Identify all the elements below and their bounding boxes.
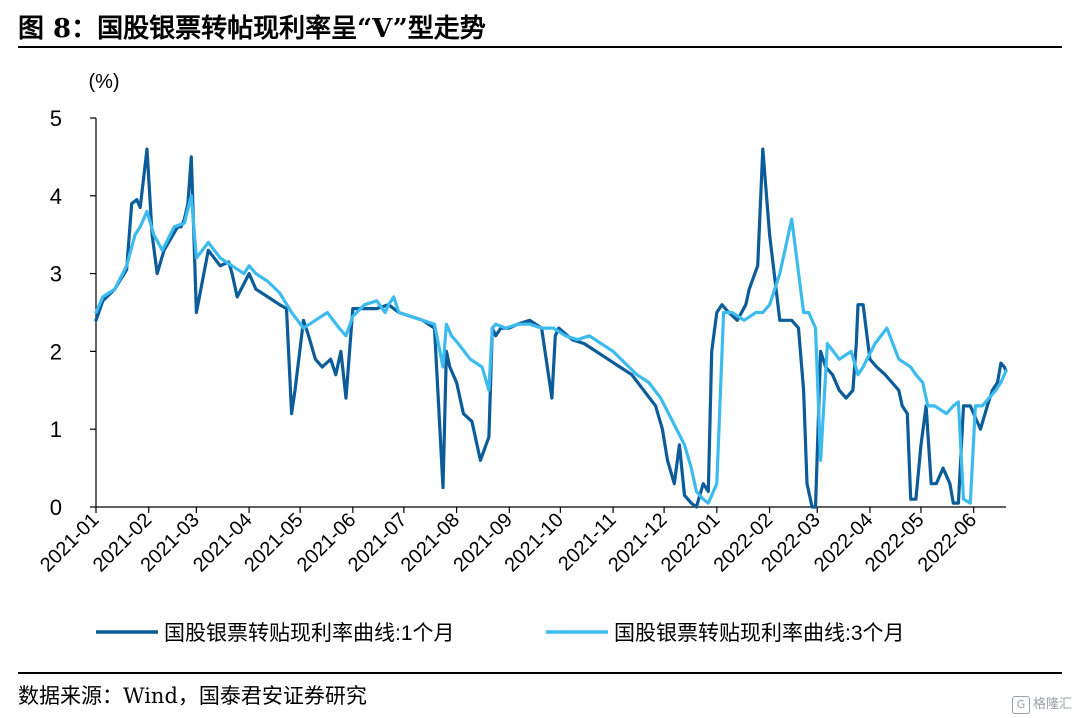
chart-lines: [94, 147, 1008, 509]
y-tick-label: 4: [50, 184, 62, 209]
chart-title: 图 8：国股银票转帖现利率呈“V”型走势: [18, 14, 486, 44]
legend-item-3m-label: 国股银票转贴现利率曲线:3个月: [614, 622, 905, 645]
y-axis-unit-label: (%): [88, 71, 119, 93]
watermark-text: 格隆汇: [1032, 697, 1072, 712]
series-line-3m: [94, 194, 1008, 505]
y-tick-label: 2: [50, 339, 62, 364]
legend-item-1m-label: 国股银票转贴现利率曲线:1个月: [164, 622, 455, 645]
y-tick-label: 5: [50, 106, 62, 131]
y-tick-label: 0: [50, 495, 62, 520]
bottom-rule: [18, 672, 1062, 674]
y-tick-label: 1: [50, 417, 62, 442]
chart-legend: 国股银票转贴现利率曲线:1个月 国股银票转贴现利率曲线:3个月: [96, 622, 905, 645]
y-tick-label: 3: [50, 262, 62, 287]
series-line-1m: [94, 147, 1008, 509]
line-chart: 012345(%)2021-012021-022021-032021-04202…: [36, 71, 1008, 645]
watermark-logo-icon: G: [1011, 696, 1030, 714]
watermark: G 格隆汇: [1011, 693, 1072, 714]
top-rule: [18, 46, 1062, 48]
source-note: 数据来源：Wind，国泰君安证券研究: [18, 684, 367, 708]
x-tick-label: 2022-06: [914, 509, 981, 576]
